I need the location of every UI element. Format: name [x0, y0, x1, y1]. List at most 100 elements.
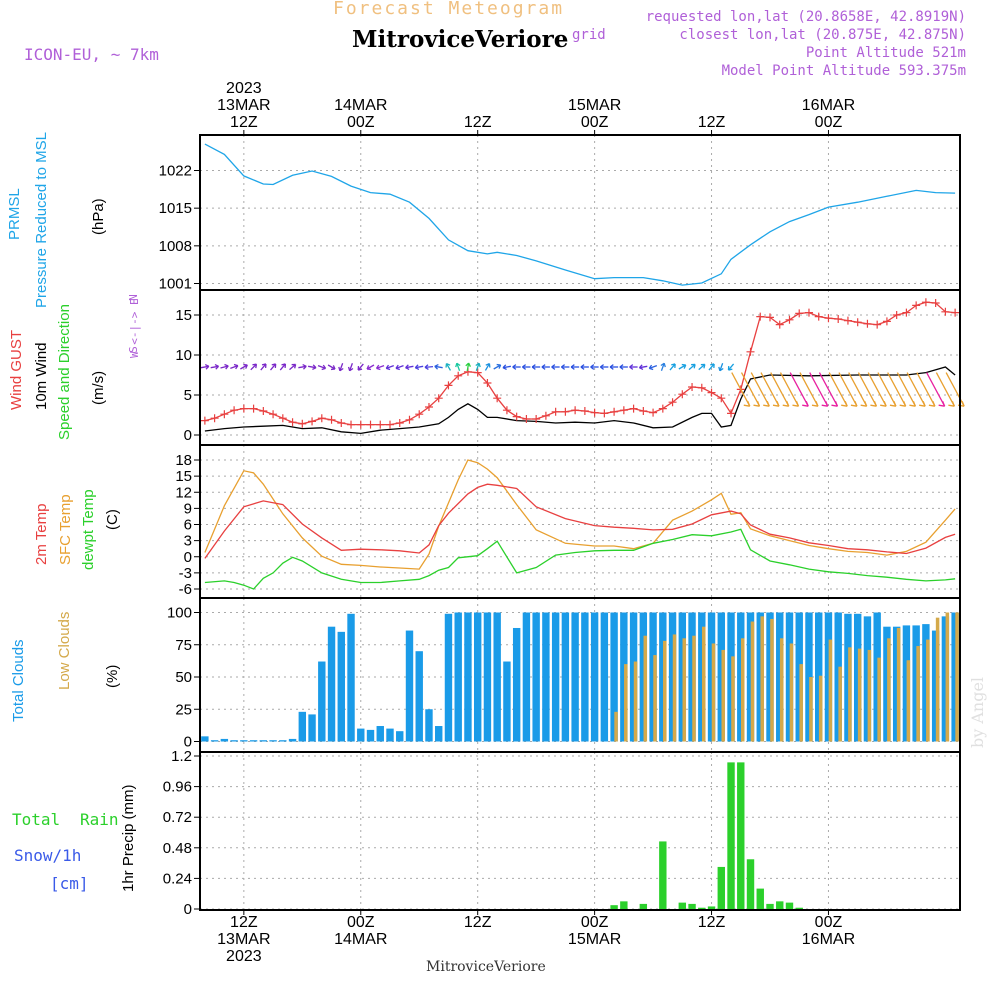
sfc-temp-line [204, 459, 956, 570]
wind-direction-arrow [405, 365, 414, 369]
wind-direction-arrow [688, 363, 696, 371]
gust-marker [522, 415, 531, 423]
low-clouds-bar [633, 661, 638, 742]
wind-direction-arrowhead [375, 364, 381, 371]
wind-direction-arrow [376, 365, 385, 369]
gust-marker [200, 416, 209, 425]
wind-direction-arrow [230, 365, 239, 369]
total-clouds-bar [717, 612, 725, 742]
wind-direction-arrowhead [434, 363, 439, 370]
wind-direction-arrowhead [405, 364, 410, 371]
total-clouds-bar [571, 612, 579, 742]
wind-direction-arrowhead [224, 363, 229, 370]
total-clouds-bar [815, 612, 823, 742]
low-clouds-bar [916, 646, 920, 742]
total-clouds-bar [473, 612, 482, 742]
total-clouds-bar [649, 612, 657, 742]
total-clouds-bar [581, 612, 589, 742]
wind-barb-head [811, 400, 819, 407]
gust-marker [239, 404, 248, 413]
model-label: ICON-EU, ~ 7km [24, 45, 159, 64]
gust-marker [814, 312, 823, 321]
wind-direction-arrowhead [395, 364, 401, 371]
temp-ytick-label: -6 [179, 581, 192, 598]
wind-barb-head [753, 400, 761, 407]
precip-ytick-label: 0 [184, 901, 192, 918]
wind-direction-arrow [649, 365, 658, 369]
wind-direction-arrow [386, 365, 394, 369]
wind-direction-arrowhead [252, 363, 258, 369]
wind-barb-head [938, 400, 946, 407]
gust-marker [688, 383, 697, 391]
total-clouds-bar [873, 612, 881, 742]
total-clouds-bar [464, 612, 472, 742]
total-clouds-bar [639, 612, 648, 742]
gust-marker [376, 420, 385, 429]
low-clouds-bar [663, 640, 667, 742]
wind-direction-arrowhead [629, 364, 634, 370]
low-clouds-bar [799, 664, 803, 742]
total-clouds-bar [337, 631, 345, 742]
wind-direction-arrowhead [204, 363, 210, 370]
gust-marker [337, 419, 346, 427]
total-clouds-bar [853, 613, 862, 742]
total-clouds-bar [698, 612, 706, 742]
gust-marker [580, 407, 589, 415]
gust-marker [415, 410, 424, 419]
total-clouds-bar [766, 612, 774, 742]
total-clouds-bar [376, 726, 384, 742]
low-clouds-bar [955, 612, 959, 742]
top-time-label: 14MAR [334, 97, 387, 114]
wind-direction-arrowhead [475, 362, 481, 368]
wind-barb-head [850, 400, 858, 407]
gust-marker [834, 315, 843, 323]
wind-direction-arrowhead [619, 364, 624, 370]
total-clouds-bar [629, 612, 638, 742]
gust-marker [756, 312, 765, 321]
total-clouds-bar [922, 624, 930, 742]
gust-marker [386, 420, 394, 429]
gust-marker [317, 414, 326, 423]
total-clouds-bar [620, 612, 628, 742]
top-time-label: 12Z [698, 114, 726, 131]
low-clouds-bar [857, 648, 862, 742]
wind-barb-head [919, 400, 926, 407]
total-clouds-bar [941, 616, 950, 742]
wind-barb-head [743, 400, 751, 407]
wind-direction-arrow [456, 363, 461, 371]
total-clouds-bar [522, 612, 531, 742]
wind-direction-arrowhead [648, 364, 654, 371]
wind-direction-arrow [339, 363, 344, 371]
precip-panel-frame [199, 751, 961, 911]
wind-barb-head [763, 400, 770, 407]
gust-marker [561, 407, 570, 416]
gust-marker [678, 390, 687, 399]
total-clouds-bar [435, 726, 443, 742]
total-clouds-bar [824, 612, 833, 742]
wind-barb [828, 372, 848, 407]
low-clouds-bar [906, 660, 911, 742]
wind-speed-line [204, 366, 956, 435]
wind-direction-arrow [698, 363, 706, 371]
total-clouds-bar [668, 612, 677, 742]
gust-marker [639, 407, 648, 415]
gust-marker [590, 408, 599, 417]
wind-ytick-label: 0 [184, 427, 192, 444]
low-clouds-bar [848, 647, 852, 742]
wind-direction-arrowhead [445, 362, 451, 368]
snow-unit: [cm] [50, 874, 89, 893]
wind-barb [877, 372, 897, 407]
wind-direction-arrowhead [233, 363, 239, 370]
gust-marker [873, 320, 882, 329]
clouds-ytick-label: 50 [175, 669, 192, 686]
gust-marker [785, 315, 794, 324]
wind-direction-arrowhead [271, 363, 277, 368]
total-clouds-bar [279, 740, 287, 742]
wind-direction-arrowhead [321, 364, 327, 371]
wind-direction-arrow [660, 363, 665, 371]
wind-direction-arrow [220, 365, 229, 369]
total-clouds-bar [659, 612, 667, 742]
total-clouds-bar [327, 626, 336, 742]
wind-direction-arrowhead [660, 362, 666, 368]
wind-direction-arrow [349, 363, 354, 371]
